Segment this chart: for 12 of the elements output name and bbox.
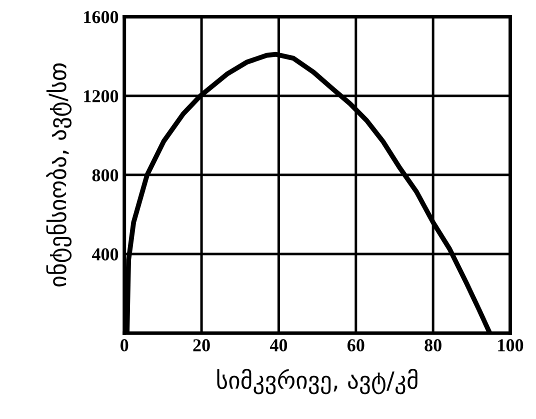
y-tick-label: 1600 xyxy=(84,11,118,24)
y-tick-label: 1200 xyxy=(84,90,118,102)
x-tick-label: 40 xyxy=(270,339,288,352)
x-tick-label: 20 xyxy=(193,339,210,352)
x-axis-title: სიმკვრივე, ავტ/კმ xyxy=(217,368,418,394)
y-tick-label: 400 xyxy=(92,248,118,260)
x-tick-label: 80 xyxy=(424,339,442,352)
x-tick-label: 60 xyxy=(347,339,364,352)
y-tick-label: 800 xyxy=(92,169,118,182)
y-axis-title: ინტენსიობა, ავტ/სთ xyxy=(46,63,72,286)
x-tick-label: 100 xyxy=(498,339,524,352)
x-tick-label: 0 xyxy=(120,339,128,352)
